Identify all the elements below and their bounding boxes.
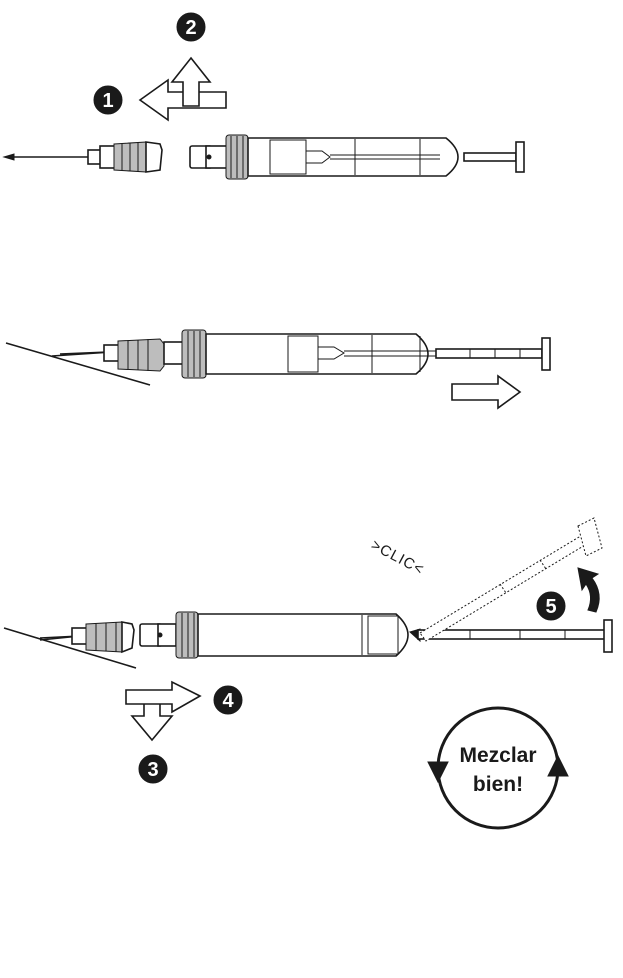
svg-text:2: 2 xyxy=(185,17,196,39)
step-5-badge: 5 xyxy=(536,591,566,621)
step-2-badge: 2 xyxy=(176,12,206,42)
svg-text:5: 5 xyxy=(545,596,556,618)
svg-text:4: 4 xyxy=(222,690,234,712)
plunger-ghost-tilted xyxy=(419,517,603,642)
arrow-down-step-3 xyxy=(130,699,174,742)
rotate-arrow-left-icon xyxy=(427,761,449,784)
panel-1-separate-needle: 1 2 xyxy=(2,12,525,180)
step-4-badge: 4 xyxy=(213,685,243,715)
syringe-body-3 xyxy=(139,611,421,659)
panel-2-draw-plunger xyxy=(5,329,551,410)
svg-text:1: 1 xyxy=(102,90,113,112)
mix-well-badge: Mezclar bien! xyxy=(427,706,569,830)
panel-3-remove-needle-and-plunger: >CLIC< 3 4 5 xyxy=(3,517,613,784)
svg-text:3: 3 xyxy=(147,759,158,781)
mix-label-line2: bien! xyxy=(473,773,523,796)
needle-separated xyxy=(2,141,163,173)
step-3-badge: 3 xyxy=(138,754,168,784)
rotate-arrow-right-icon xyxy=(547,754,569,777)
click-label: >CLIC< xyxy=(368,537,427,579)
arrow-up-step-2 xyxy=(170,56,212,107)
needle-attached-2 xyxy=(59,338,185,372)
arrow-right-step-4 xyxy=(125,680,202,714)
mix-label-line1: Mezclar xyxy=(459,744,536,767)
syringe-body-1 xyxy=(189,134,525,180)
arrow-pull-right xyxy=(451,374,522,410)
syringe-body-2 xyxy=(181,329,551,379)
arrow-rotate-step-5 xyxy=(577,567,600,613)
step-1-badge: 1 xyxy=(93,85,123,115)
plunger-rod-3 xyxy=(417,619,613,653)
needle-attached-3 xyxy=(39,621,135,654)
